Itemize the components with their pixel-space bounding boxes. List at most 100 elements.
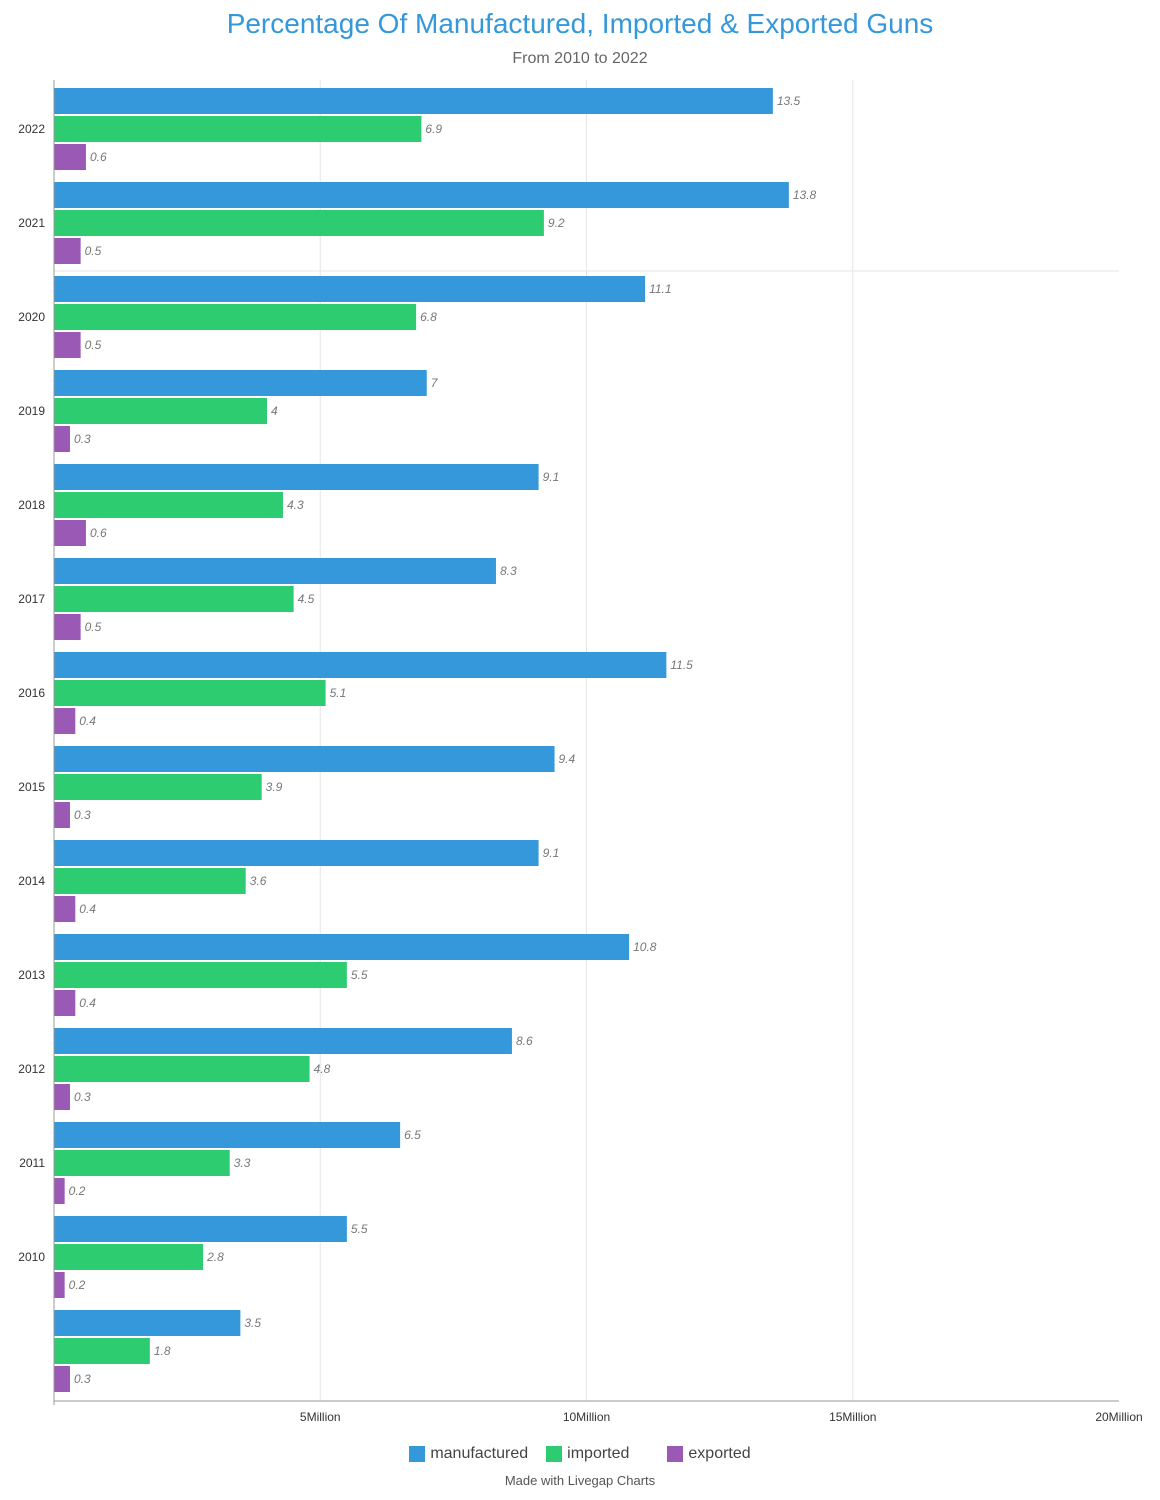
data-label-manufactured: 9.1	[543, 846, 560, 860]
bar-exported	[54, 1178, 65, 1204]
data-label-exported: 0.5	[85, 338, 102, 352]
bar-imported	[54, 1338, 150, 1364]
data-label-manufactured: 8.3	[500, 564, 517, 578]
bar-exported	[54, 144, 86, 170]
data-label-imported: 3.3	[234, 1156, 251, 1170]
y-tick-label: 2020	[18, 310, 45, 324]
data-label-imported: 2.8	[206, 1250, 224, 1264]
data-label-imported: 3.9	[266, 780, 283, 794]
data-label-imported: 6.9	[425, 122, 442, 136]
y-tick-label: 2014	[18, 874, 45, 888]
bar-imported	[54, 304, 417, 330]
data-label-exported: 0.3	[74, 432, 91, 446]
data-label-exported: 0.2	[69, 1278, 86, 1292]
data-label-imported: 1.8	[154, 1344, 171, 1358]
bar-imported	[54, 1150, 230, 1176]
data-label-exported: 0.2	[69, 1184, 86, 1198]
data-label-manufactured: 9.4	[559, 752, 576, 766]
bar-manufactured	[54, 464, 539, 490]
chart-legend: manufactured imported exported	[0, 1445, 1160, 1463]
legend-item-exported[interactable]: exported	[667, 1445, 751, 1463]
bar-manufactured	[54, 1122, 401, 1148]
bar-manufactured	[54, 746, 555, 772]
legend-swatch-imported	[546, 1446, 563, 1462]
y-tick-label: 2011	[19, 1156, 45, 1170]
bar-chart: 13.5 6.9 0.6 2022 13.8 9.2 0.5 2021 11.1 6.8 0.5 20…	[18, 80, 1143, 1424]
data-label-exported: 0.5	[85, 244, 102, 258]
data-label-imported: 5.1	[330, 686, 347, 700]
legend-item-manufactured[interactable]: manufactured	[409, 1445, 528, 1463]
data-label-manufactured: 7	[431, 376, 439, 390]
bar-exported	[54, 614, 81, 640]
y-tick-label: 2012	[18, 1062, 45, 1076]
data-label-manufactured: 10.8	[633, 940, 657, 954]
bar-manufactured	[54, 276, 646, 302]
bar-exported	[54, 1272, 65, 1298]
data-label-exported: 0.3	[74, 1090, 91, 1104]
bar-manufactured	[54, 840, 539, 866]
bar-exported	[54, 990, 76, 1016]
legend-item-imported[interactable]: imported	[546, 1445, 629, 1463]
data-label-imported: 4.3	[287, 498, 304, 512]
bar-exported	[54, 520, 86, 546]
data-label-manufactured: 13.8	[793, 188, 817, 202]
data-label-manufactured: 5.5	[351, 1222, 368, 1236]
bar-exported	[54, 896, 76, 922]
bar-manufactured	[54, 558, 496, 584]
bar-manufactured	[54, 1216, 347, 1242]
x-tick-label: 10Million	[563, 1410, 610, 1424]
bar-imported	[54, 1244, 204, 1270]
chart-title: Percentage Of Manufactured, Imported & E…	[226, 8, 934, 39]
bar-imported	[54, 868, 246, 894]
data-label-exported: 0.3	[74, 1372, 91, 1386]
x-tick-label: 20Million	[1095, 1410, 1142, 1424]
bar-exported	[54, 238, 81, 264]
data-label-exported: 0.4	[79, 996, 96, 1010]
bar-manufactured	[54, 1028, 512, 1054]
y-tick-label: 2015	[18, 780, 45, 794]
y-tick-label: 2017	[18, 592, 45, 606]
bar-manufactured	[54, 1310, 241, 1336]
data-label-imported: 6.8	[420, 310, 437, 324]
bar-exported	[54, 1366, 70, 1392]
data-label-exported: 0.6	[90, 150, 107, 164]
bar-imported	[54, 962, 347, 988]
data-label-exported: 0.6	[90, 526, 107, 540]
legend-label-exported: exported	[688, 1445, 751, 1462]
y-tick-label: 2013	[18, 968, 45, 982]
data-label-exported: 0.3	[74, 808, 91, 822]
bar-imported	[54, 116, 422, 142]
bar-imported	[54, 680, 326, 706]
bar-imported	[54, 586, 294, 612]
data-label-imported: 5.5	[351, 968, 368, 982]
bar-manufactured	[54, 934, 630, 960]
data-label-manufactured: 8.6	[516, 1034, 533, 1048]
data-label-imported: 9.2	[548, 216, 565, 230]
legend-label-manufactured: manufactured	[430, 1445, 529, 1462]
legend-label-imported: imported	[567, 1445, 630, 1462]
data-label-manufactured: 3.5	[244, 1316, 261, 1330]
data-label-manufactured: 11.5	[670, 658, 693, 672]
data-label-exported: 0.4	[79, 714, 96, 728]
y-tick-label: 2022	[18, 122, 45, 136]
y-tick-label: 2010	[18, 1250, 45, 1264]
chart-subtitle: From 2010 to 2022	[512, 50, 648, 67]
data-label-imported: 4.8	[314, 1062, 331, 1076]
data-label-imported: 3.6	[250, 874, 267, 888]
bar-imported	[54, 774, 262, 800]
bar-exported	[54, 708, 76, 734]
data-label-imported: 4	[271, 404, 278, 418]
bar-manufactured	[54, 370, 427, 396]
x-tick-label: 5Million	[300, 1410, 341, 1424]
credit-text: Made with Livegap Charts	[504, 1473, 656, 1488]
y-tick-label: 2021	[18, 216, 45, 230]
legend-swatch-manufactured	[409, 1446, 426, 1462]
bar-exported	[54, 1084, 70, 1110]
data-label-exported: 0.5	[85, 620, 102, 634]
bar-imported	[54, 1056, 310, 1082]
bar-exported	[54, 426, 70, 452]
data-label-manufactured: 13.5	[777, 94, 801, 108]
bar-manufactured	[54, 88, 773, 114]
x-tick-label: 15Million	[829, 1410, 876, 1424]
bar-imported	[54, 492, 283, 518]
